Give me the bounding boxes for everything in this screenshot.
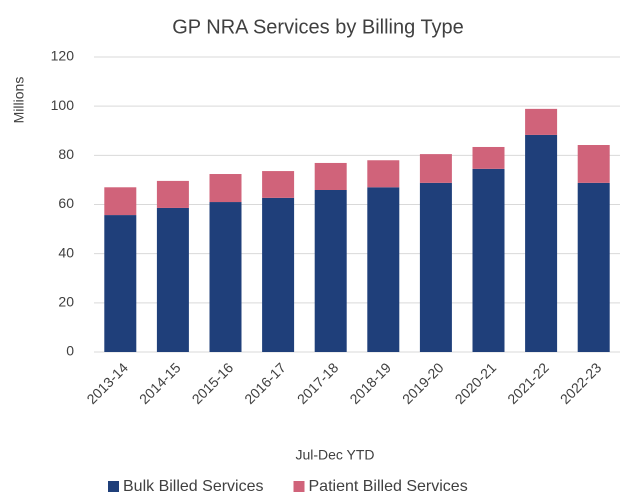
- bar-segment: [104, 215, 137, 352]
- bar-segment: [577, 182, 610, 352]
- y-tick-label: 60: [58, 195, 74, 211]
- bar-segment: [262, 197, 295, 352]
- bar-segment: [104, 187, 137, 216]
- x-tick-label: 2014-15: [136, 359, 184, 407]
- chart-title: GP NRA Services by Billing Type: [172, 16, 464, 38]
- x-tick-label: 2020-21: [452, 359, 500, 407]
- bar-segment: [314, 162, 347, 190]
- y-tick-label: 80: [58, 146, 74, 162]
- bar-segment: [525, 134, 558, 352]
- legend-swatch: [108, 481, 119, 492]
- y-tick-label: 40: [58, 244, 74, 260]
- y-tick-label: 100: [51, 97, 75, 113]
- x-tick-label: 2022-23: [557, 359, 605, 407]
- x-axis-label: Jul-Dec YTD: [295, 447, 374, 463]
- legend-swatch: [293, 481, 305, 492]
- x-tick-label: 2015-16: [189, 359, 237, 407]
- x-tick-label: 2017-18: [294, 359, 342, 407]
- y-tick-label: 120: [51, 48, 75, 64]
- bar-segment: [419, 182, 452, 352]
- bar-segment: [314, 189, 347, 352]
- bar-segment: [156, 207, 189, 352]
- x-tick-label: 2016-17: [241, 359, 289, 407]
- y-axis-label: Millions: [11, 77, 27, 124]
- bar-segment: [367, 187, 400, 352]
- legend-label: Patient Billed Services: [309, 478, 468, 495]
- bar-segment: [577, 145, 610, 183]
- bar-segment: [209, 202, 242, 352]
- bar-segment: [472, 146, 505, 169]
- bar-segment: [525, 108, 558, 135]
- y-tick-label: 20: [58, 294, 74, 310]
- legend-label: Bulk Billed Services: [123, 478, 264, 495]
- bar-segment: [209, 174, 242, 203]
- x-tick-label: 2018-19: [346, 359, 394, 407]
- x-tick-label: 2013-14: [83, 359, 131, 407]
- bar-segment: [156, 180, 189, 208]
- bar-segment: [472, 168, 505, 352]
- bar-segment: [262, 171, 295, 198]
- x-tick-label: 2021-22: [504, 359, 552, 407]
- bar-segment: [367, 160, 400, 188]
- bar-segment: [419, 154, 452, 183]
- y-tick-label: 0: [66, 343, 74, 359]
- x-tick-label: 2019-20: [399, 359, 447, 407]
